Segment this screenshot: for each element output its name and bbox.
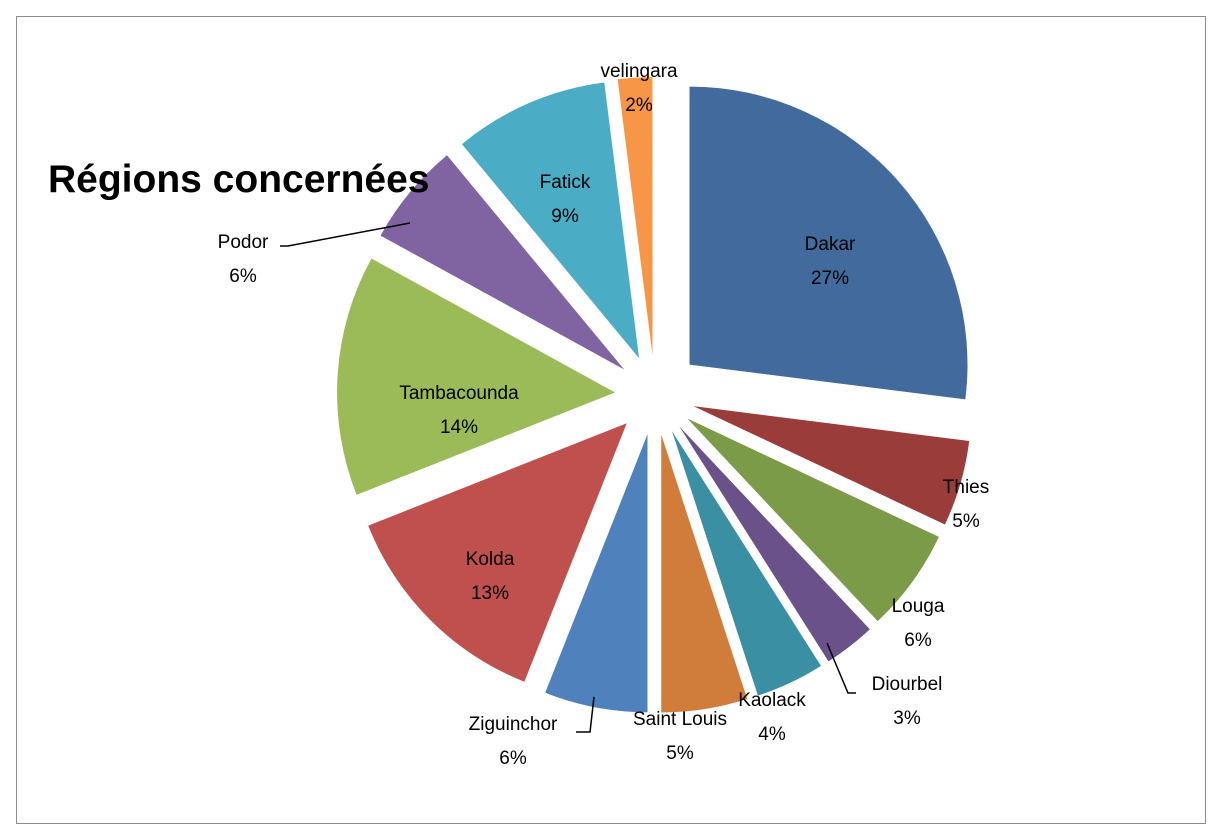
chart-title: Régions concernées [48,158,430,201]
pie-slice-louga [687,418,939,622]
slice-name: Dakar [805,234,856,255]
slice-percentage: 4% [758,724,786,745]
slice-label-ziguinchor: Ziguinchor 6% [469,714,558,769]
slice-label-velingara: velingara 2% [600,61,678,116]
slice-name: Ziguinchor [469,714,558,735]
slice-label-thies: Thies 5% [943,477,989,532]
pie-slice-kolda [368,423,627,682]
slice-percentage: 27% [811,268,849,289]
pie-slice-podor [380,155,625,370]
leader-lines [280,222,856,733]
slice-label-kolda: Kolda 13% [466,549,515,604]
slice-label-saint-louis: Saint Louis 5% [633,709,727,764]
slice-name: Thies [943,477,989,498]
slice-percentage: 3% [893,708,921,729]
slice-percentage: 2% [625,95,653,116]
slice-percentage: 5% [952,511,980,532]
slice-labels: Dakar 27% Thies 5% Louga 6% Diourbel 3% Kaolack 4… [218,61,990,769]
pie-slice-velingara [617,77,653,356]
slice-percentage: 13% [471,583,509,604]
pie-slice-ziguinchor [545,434,648,713]
slice-label-kaolack: Kaolack 4% [738,690,806,745]
pie-slice-diourbel [679,426,870,662]
slice-name: Saint Louis [633,709,727,730]
pie-slices [337,77,970,713]
slice-label-podor: Podor 6% [218,232,269,287]
slice-name: Louga [892,596,945,617]
slice-percentage: 6% [904,630,932,651]
slice-percentage: 9% [551,206,579,227]
slice-label-dakar: Dakar 27% [805,234,856,289]
slice-percentage: 14% [440,417,478,438]
slice-name: Kolda [466,549,515,570]
leader-line-podor [280,222,411,247]
slice-label-fatick: Fatick 9% [540,172,591,227]
slice-name: Diourbel [872,674,943,695]
slice-label-louga: Louga 6% [892,596,945,651]
pie-slice-fatick [461,82,640,359]
pie-slice-dakar [689,86,968,400]
slice-label-diourbel: Diourbel 3% [872,674,943,729]
slice-name: Kaolack [738,690,806,711]
slice-name: Podor [218,232,269,253]
slice-label-tambacounda: Tambacounda 14% [399,383,519,438]
slice-name: Fatick [540,172,591,193]
leader-line-ziguinchor [576,696,595,733]
slice-name: Tambacounda [399,383,519,404]
pie-slice-saint-louis [661,434,748,713]
slice-percentage: 6% [229,266,257,287]
leader-line-diourbel [826,642,856,694]
slice-percentage: 6% [499,748,527,769]
pie-slice-tambacounda [337,258,616,495]
slice-percentage: 5% [666,743,694,764]
slice-name: velingara [600,61,678,82]
pie-slice-thies [693,406,970,525]
pie-slice-kaolack [672,431,821,696]
